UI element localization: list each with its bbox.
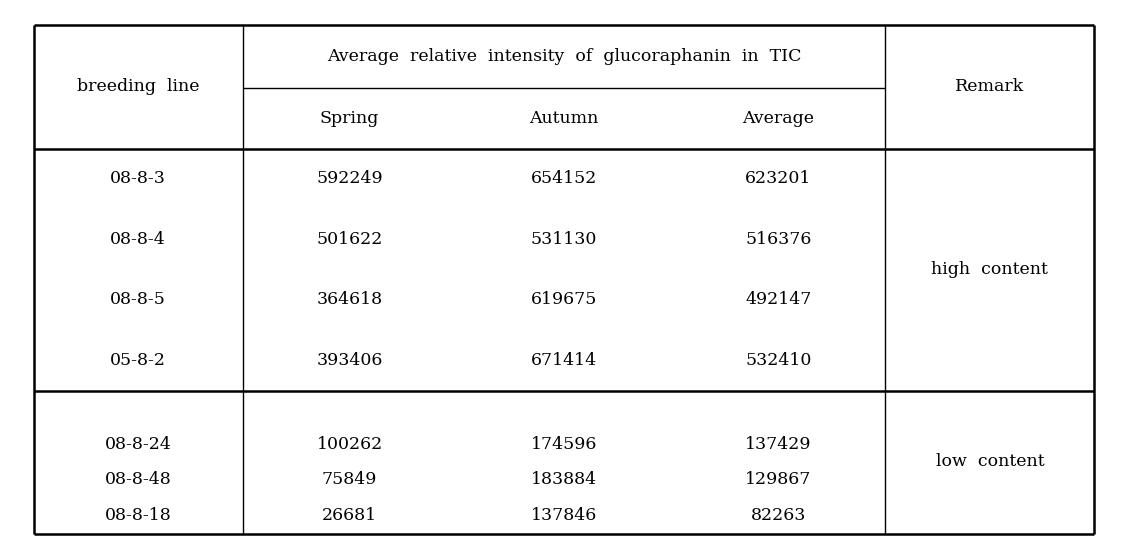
Text: Average: Average	[742, 110, 814, 126]
Text: 100262: 100262	[317, 436, 382, 453]
Text: low  content: low content	[935, 454, 1045, 470]
Text: high  content: high content	[932, 261, 1048, 278]
Text: 654152: 654152	[531, 170, 597, 187]
Text: Remark: Remark	[955, 78, 1024, 95]
Text: 619675: 619675	[531, 292, 597, 308]
Text: Average  relative  intensity  of  glucoraphanin  in  TIC: Average relative intensity of glucorapha…	[327, 48, 801, 65]
Text: 364618: 364618	[317, 292, 382, 308]
Text: 592249: 592249	[316, 170, 384, 187]
Text: 08-8-48: 08-8-48	[105, 471, 171, 488]
Text: 05-8-2: 05-8-2	[111, 352, 166, 368]
Text: 532410: 532410	[746, 352, 811, 368]
Text: 129867: 129867	[746, 471, 811, 488]
Text: 08-8-18: 08-8-18	[105, 507, 171, 524]
Text: 174596: 174596	[531, 436, 597, 453]
Text: 623201: 623201	[746, 170, 811, 187]
Text: 26681: 26681	[323, 507, 377, 524]
Text: 137429: 137429	[746, 436, 811, 453]
Text: 516376: 516376	[746, 231, 811, 248]
Text: 08-8-5: 08-8-5	[111, 292, 166, 308]
Text: 08-8-4: 08-8-4	[111, 231, 166, 248]
Text: Spring: Spring	[320, 110, 379, 126]
Text: 82263: 82263	[750, 507, 807, 524]
Text: 08-8-24: 08-8-24	[105, 436, 171, 453]
Text: 08-8-3: 08-8-3	[111, 170, 166, 187]
Text: 531130: 531130	[531, 231, 597, 248]
Text: 183884: 183884	[531, 471, 597, 488]
Text: Autumn: Autumn	[529, 110, 599, 126]
Text: 393406: 393406	[317, 352, 382, 368]
Text: 137846: 137846	[531, 507, 597, 524]
Text: 671414: 671414	[531, 352, 597, 368]
Text: breeding  line: breeding line	[77, 78, 200, 95]
Text: 492147: 492147	[746, 292, 811, 308]
Text: 501622: 501622	[317, 231, 382, 248]
Text: 75849: 75849	[321, 471, 378, 488]
